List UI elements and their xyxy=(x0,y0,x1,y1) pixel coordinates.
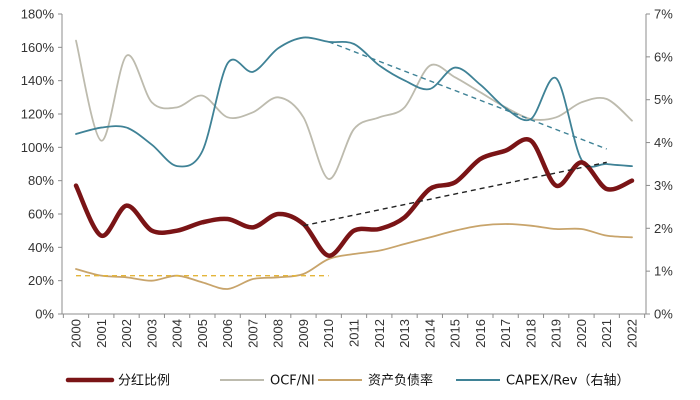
x-tick-label: 2021 xyxy=(599,319,614,348)
right-tick-label: 0% xyxy=(654,307,673,322)
legend-label: OCF/NI xyxy=(270,374,315,389)
x-tick-label: 2022 xyxy=(625,319,640,348)
series-line-ocf-ni xyxy=(75,39,633,180)
trendline-2 xyxy=(303,161,607,227)
series-line-series xyxy=(75,223,633,290)
right-tick-label: 7% xyxy=(654,7,673,22)
series-line-series xyxy=(73,137,635,258)
legend: 分红比例 OCF/NI 资产负债率 CAPEX/Rev（右轴） xyxy=(65,373,629,389)
trendline-1 xyxy=(328,41,607,150)
left-tick-label: 160% xyxy=(21,40,55,55)
x-tick-label: 2009 xyxy=(296,319,311,348)
legend-label: CAPEX/Rev（右轴） xyxy=(506,374,629,389)
series-line-capex-rev xyxy=(75,36,633,168)
left-tick-label: 60% xyxy=(28,207,54,222)
x-tick-label: 2002 xyxy=(119,319,134,348)
x-tick-label: 2017 xyxy=(498,319,513,348)
left-tick-label: 140% xyxy=(21,73,55,88)
left-tick-label: 80% xyxy=(28,173,54,188)
x-tick-label: 2016 xyxy=(473,319,488,348)
series-layer xyxy=(73,36,635,290)
x-tick-label: 2018 xyxy=(523,319,538,348)
left-tick-label: 20% xyxy=(28,273,54,288)
trendline-layer xyxy=(76,41,607,277)
right-tick-label: 2% xyxy=(654,221,673,236)
x-tick-label: 2015 xyxy=(448,319,463,348)
x-tick-label: 2007 xyxy=(245,319,260,348)
x-tick-label: 2011 xyxy=(347,319,362,347)
legend-label: 分红比例 xyxy=(118,373,170,389)
right-tick-label: 4% xyxy=(654,135,673,150)
x-tick-label: 2001 xyxy=(94,319,109,348)
x-tick-label: 2004 xyxy=(170,319,185,348)
left-tick-label: 100% xyxy=(21,140,55,155)
left-tick-label: 40% xyxy=(28,240,54,255)
x-tick-label: 2006 xyxy=(220,319,235,348)
x-tick-label: 2013 xyxy=(397,319,412,348)
x-tick-label: 2005 xyxy=(195,319,210,348)
x-tick-label: 2012 xyxy=(372,319,387,348)
right-tick-label: 1% xyxy=(654,264,673,279)
right-tick-label: 6% xyxy=(654,49,673,64)
x-tick-label: 2000 xyxy=(69,319,84,348)
x-tick-label: 2019 xyxy=(549,319,564,348)
axes: 0% 20% 40% 60% 80% 100% 120% 140% 160% 180% 0% 1% 2%… xyxy=(21,7,673,348)
x-tick-label: 2020 xyxy=(574,319,589,348)
left-tick-label: 0% xyxy=(35,307,54,322)
left-tick-label: 180% xyxy=(21,7,55,22)
right-tick-label: 3% xyxy=(654,178,673,193)
x-tick-label: 2008 xyxy=(271,319,286,348)
x-tick-label: 2003 xyxy=(144,319,159,348)
right-tick-label: 5% xyxy=(654,92,673,107)
left-tick-label: 120% xyxy=(21,107,55,122)
legend-label: 资产负债率 xyxy=(368,373,433,389)
x-tick-label: 2010 xyxy=(321,319,336,348)
x-tick-label: 2014 xyxy=(422,319,437,348)
